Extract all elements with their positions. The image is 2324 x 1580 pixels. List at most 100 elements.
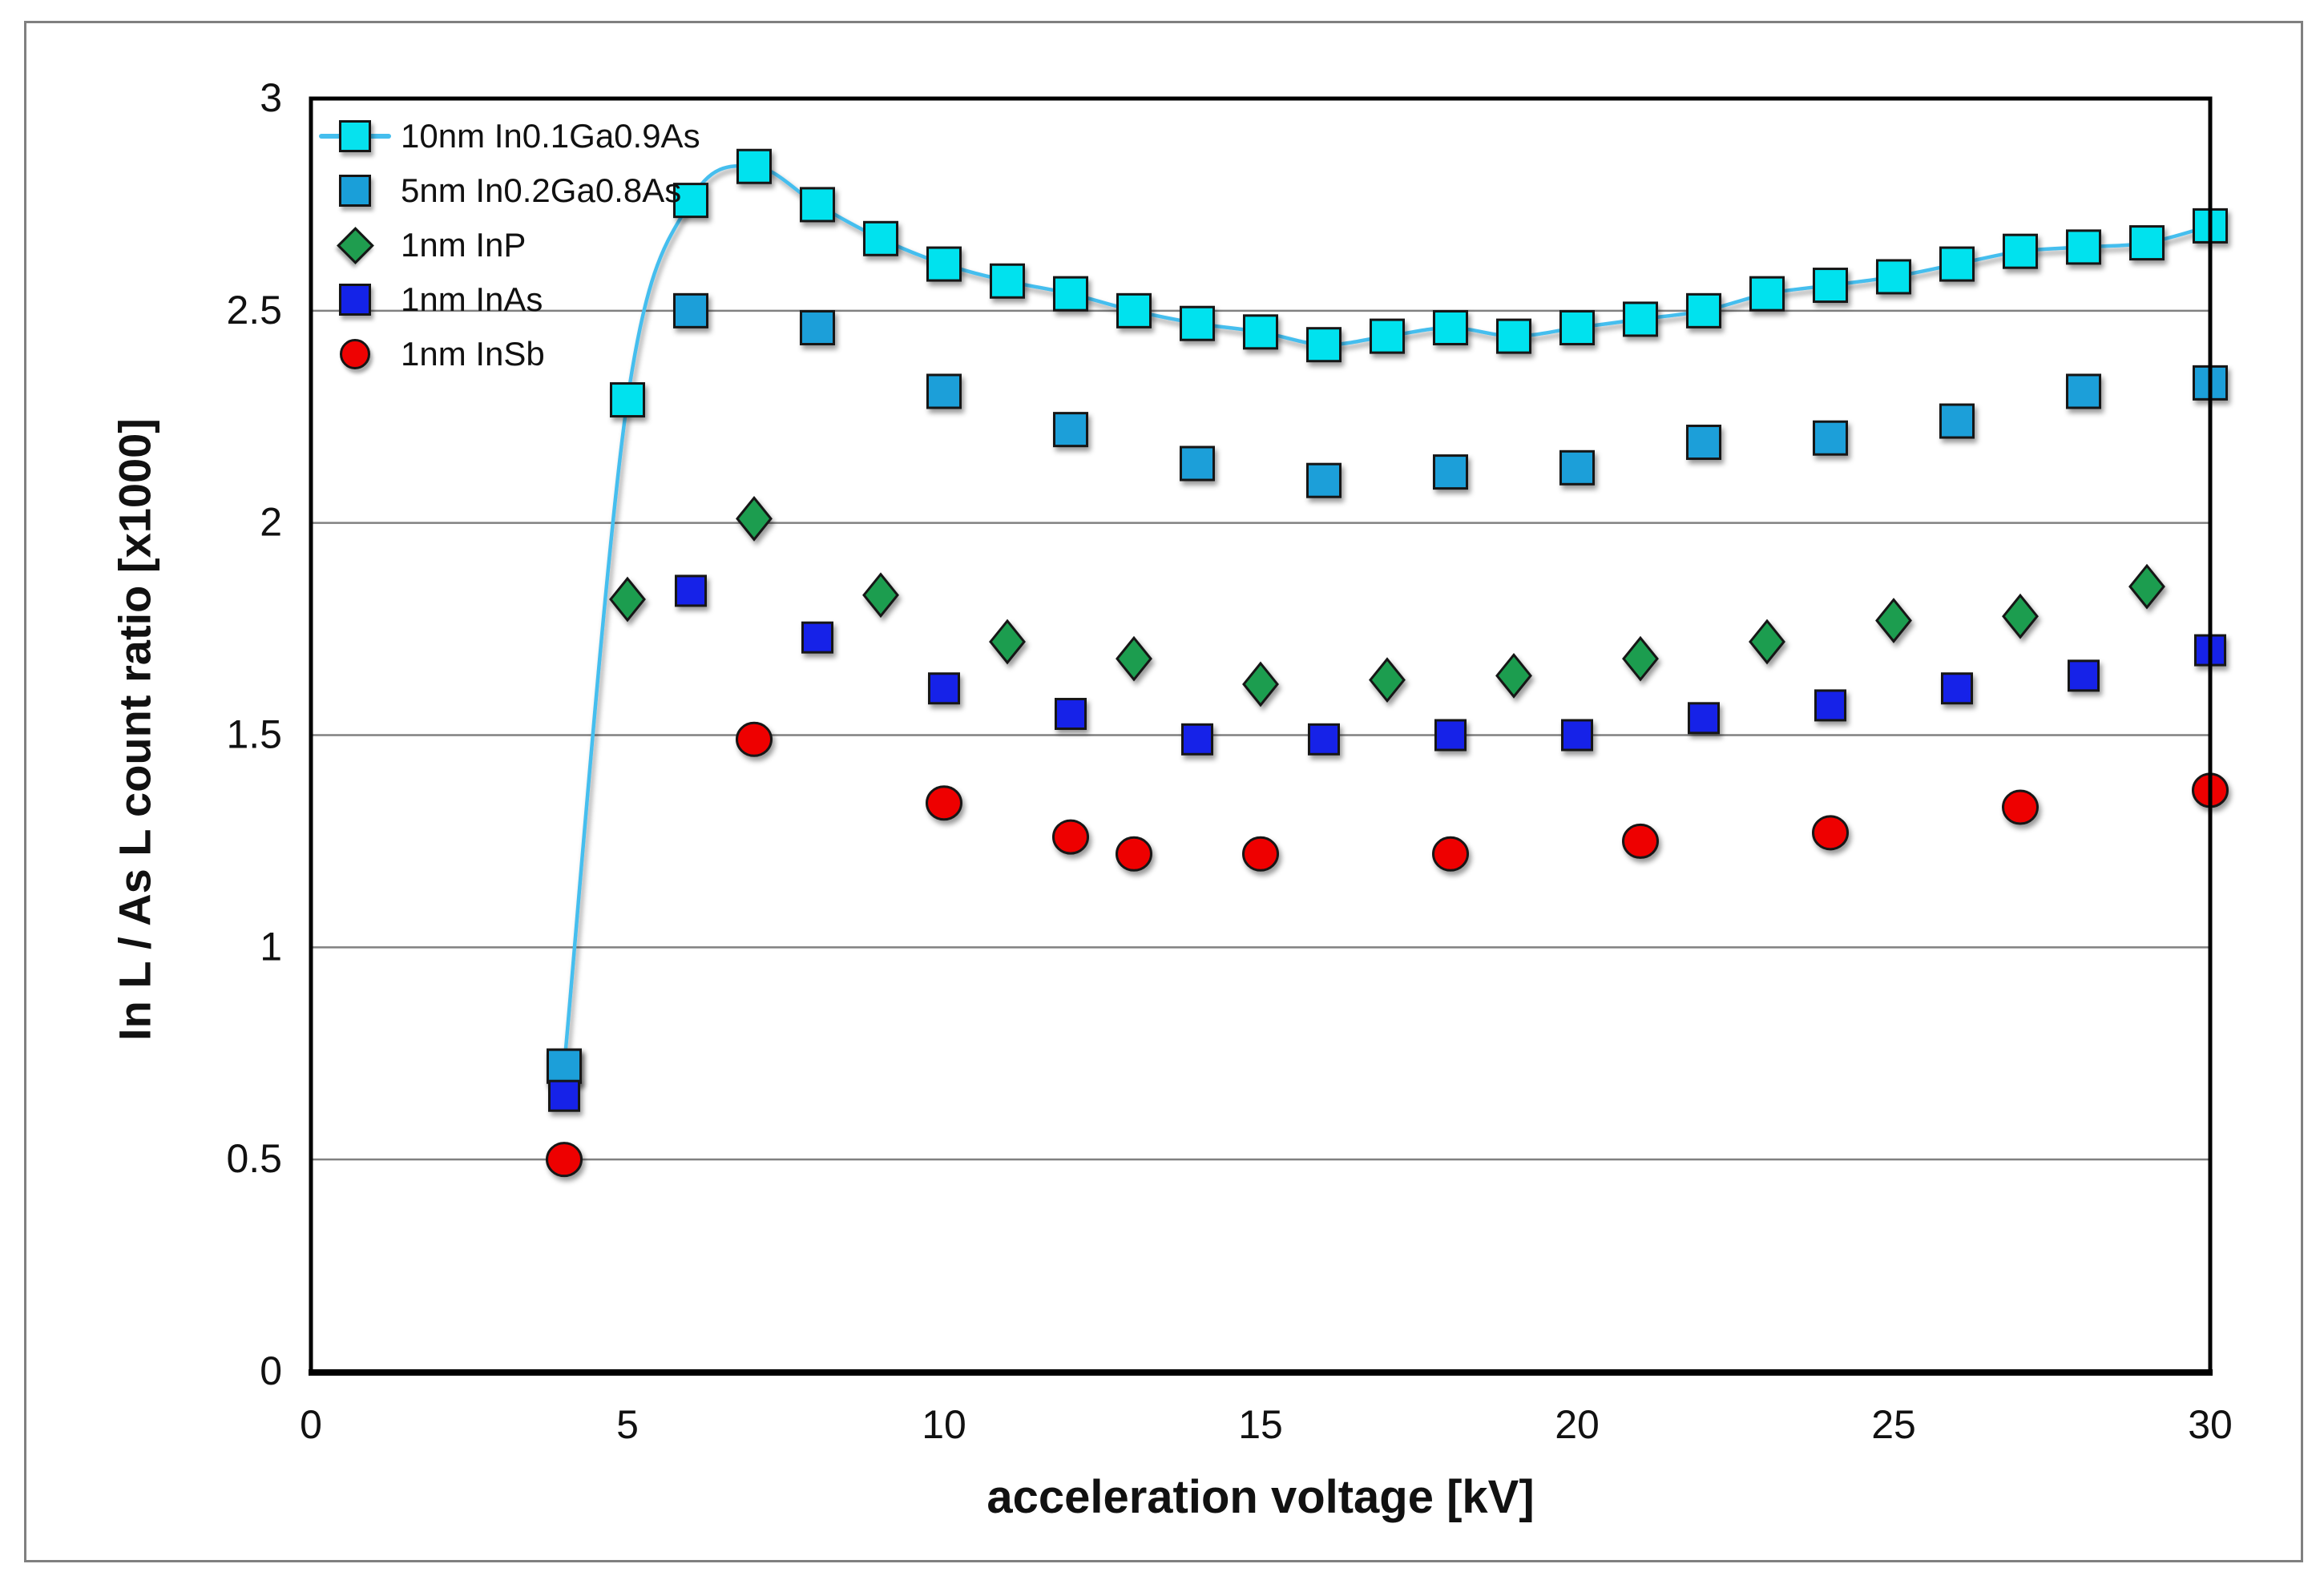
square-marker-icon bbox=[339, 175, 371, 207]
legend-item-5nm-in02ga08as: 5nm In0.2Ga0.8As bbox=[321, 163, 700, 218]
x-tick-label-30: 30 bbox=[2188, 1402, 2233, 1447]
square-marker bbox=[800, 187, 835, 223]
figure-border bbox=[24, 21, 2303, 1562]
square-marker bbox=[1433, 310, 1468, 346]
square-marker bbox=[2068, 659, 2100, 692]
square-marker bbox=[926, 373, 962, 409]
diamond-marker bbox=[2002, 593, 2039, 639]
square-marker bbox=[1813, 420, 1848, 456]
diamond-marker bbox=[1369, 657, 1406, 703]
legend-label: 1nm InP bbox=[401, 226, 527, 264]
circle-marker bbox=[1116, 836, 1152, 872]
diamond-marker bbox=[1242, 661, 1279, 707]
legend-marker-cell bbox=[321, 327, 389, 381]
y-tick-label-2.5: 2.5 bbox=[226, 288, 282, 333]
legend-label: 1nm InSb bbox=[401, 335, 545, 373]
circle-marker bbox=[546, 1142, 583, 1178]
x-axis-title: acceleration voltage [kV] bbox=[986, 1471, 1535, 1523]
square-marker bbox=[1688, 702, 1720, 735]
y-tick-label-1: 1 bbox=[260, 924, 282, 969]
legend-item-1nm-insb: 1nm InSb bbox=[321, 327, 700, 381]
x-tick-label-25: 25 bbox=[1871, 1402, 1916, 1447]
square-marker bbox=[801, 621, 833, 654]
square-marker bbox=[1306, 327, 1342, 363]
square-marker bbox=[990, 263, 1025, 299]
square-marker bbox=[1055, 698, 1087, 731]
legend-label: 10nm In0.1Ga0.9As bbox=[401, 117, 700, 155]
square-marker bbox=[1116, 292, 1152, 328]
square-marker bbox=[1686, 425, 1721, 461]
square-marker bbox=[928, 672, 960, 705]
diamond-marker bbox=[609, 576, 646, 623]
square-marker bbox=[2066, 229, 2101, 265]
circle-marker bbox=[1432, 836, 1469, 872]
legend-marker-cell bbox=[321, 272, 389, 327]
square-marker bbox=[1939, 403, 1975, 439]
square-marker-icon bbox=[339, 284, 371, 316]
diamond-marker bbox=[1622, 635, 1659, 682]
series-1nm-inas bbox=[548, 574, 2226, 1112]
square-marker bbox=[675, 574, 707, 607]
square-marker bbox=[863, 220, 898, 256]
square-marker bbox=[1814, 689, 1846, 722]
circle-marker bbox=[926, 785, 962, 821]
x-tick-label-20: 20 bbox=[1555, 1402, 1600, 1447]
circle-marker bbox=[1052, 819, 1089, 855]
y-tick-label-0.5: 0.5 bbox=[226, 1136, 282, 1181]
legend: 10nm In0.1Ga0.9As 5nm In0.2Ga0.8As 1nm I… bbox=[319, 109, 700, 381]
diamond-marker-icon bbox=[337, 227, 374, 264]
square-marker bbox=[673, 183, 708, 219]
square-marker bbox=[1370, 318, 1405, 354]
square-marker bbox=[2066, 373, 2101, 409]
square-marker bbox=[1180, 445, 1215, 482]
square-marker bbox=[1434, 719, 1467, 752]
square-marker bbox=[1306, 462, 1342, 498]
square-marker bbox=[1876, 259, 1911, 295]
legend-label: 1nm InAs bbox=[401, 280, 543, 318]
legend-marker-cell bbox=[321, 163, 389, 218]
series-5nm-in0-2ga0-8as bbox=[547, 292, 2228, 1084]
square-marker bbox=[1941, 672, 1973, 705]
square-marker bbox=[547, 1048, 582, 1084]
square-marker bbox=[1180, 305, 1215, 341]
square-marker bbox=[1561, 719, 1593, 752]
x-tick-label-5: 5 bbox=[616, 1402, 639, 1447]
legend-marker-cell bbox=[321, 218, 389, 272]
circle-marker-icon bbox=[340, 339, 370, 369]
x-tick-label-15: 15 bbox=[1238, 1402, 1283, 1447]
square-marker bbox=[926, 246, 962, 282]
square-marker bbox=[1181, 723, 1213, 756]
diamond-marker bbox=[1495, 652, 1532, 699]
series-line bbox=[562, 163, 2211, 1066]
circle-marker bbox=[1622, 823, 1659, 859]
diamond-marker bbox=[989, 619, 1026, 665]
y-tick-label-3: 3 bbox=[260, 75, 282, 120]
square-marker bbox=[2003, 233, 2038, 269]
square-marker bbox=[673, 292, 708, 328]
y-tick-label-1.5: 1.5 bbox=[226, 712, 282, 757]
circle-marker bbox=[736, 721, 773, 757]
circle-marker bbox=[1242, 836, 1279, 872]
y-axis-title: In L / As L count ratio [x1000] bbox=[109, 418, 160, 1041]
y-tick-label-0: 0 bbox=[260, 1348, 282, 1393]
square-marker bbox=[736, 148, 772, 184]
square-marker bbox=[610, 382, 645, 418]
circle-marker bbox=[1812, 815, 1849, 851]
square-marker bbox=[548, 1079, 580, 1112]
square-marker bbox=[2129, 225, 2165, 261]
legend-label: 5nm In0.2Ga0.8As bbox=[401, 171, 682, 209]
series-10nm-in0-1ga0-9as bbox=[547, 148, 2228, 1084]
square-marker bbox=[1053, 276, 1088, 312]
square-marker bbox=[1308, 723, 1340, 756]
square-marker bbox=[1559, 310, 1595, 346]
diamond-marker bbox=[1875, 598, 1912, 643]
series-1nm-inp bbox=[609, 495, 2165, 707]
diamond-marker bbox=[1749, 619, 1785, 665]
y-tick-label-2: 2 bbox=[260, 500, 282, 545]
diamond-marker bbox=[736, 495, 773, 542]
x-tick-label-0: 0 bbox=[300, 1402, 322, 1447]
square-marker bbox=[1623, 301, 1658, 337]
x-tick-label-10: 10 bbox=[922, 1402, 966, 1447]
square-marker bbox=[1433, 454, 1468, 490]
